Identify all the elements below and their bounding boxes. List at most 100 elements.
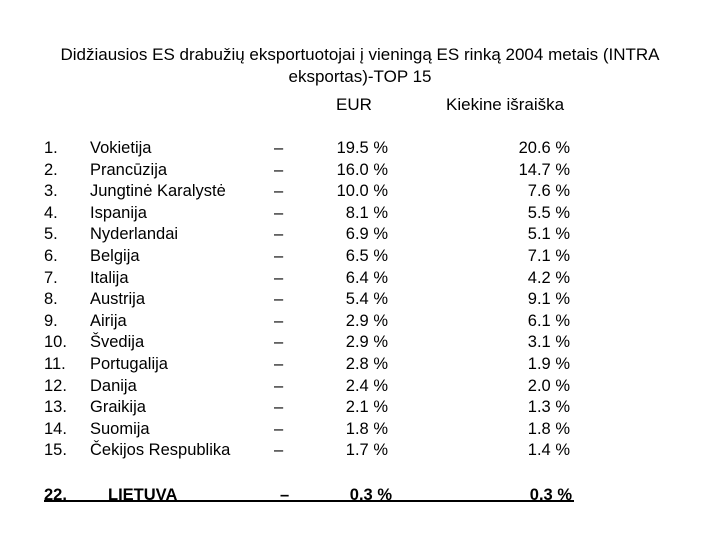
eur-share: 1.7 % xyxy=(345,441,388,460)
eur-column-header: EUR xyxy=(336,95,372,114)
country-name: Čekijos Respublika xyxy=(90,441,231,460)
eur-share: 8.1 % xyxy=(345,203,388,222)
quantity-share: 1.9 % xyxy=(527,354,570,373)
quantity-share: 2.0 % xyxy=(527,376,570,395)
dash-separator: – xyxy=(274,441,284,460)
eur-share: 2.9 % xyxy=(345,311,388,330)
country-name: Vokietija xyxy=(90,139,152,157)
quantity-share: 0.3 % xyxy=(529,486,572,504)
dash-separator: – xyxy=(280,486,290,504)
underline-divider xyxy=(44,500,574,502)
rank-number: 1. xyxy=(44,139,58,157)
lithuania-row: 22. LIETUVA – 0.3 % 0.3 % xyxy=(0,484,720,508)
dash-separator: – xyxy=(274,160,284,179)
quantity-share: 1.3 % xyxy=(527,398,570,417)
dash-separator: – xyxy=(274,398,284,417)
eur-share: 2.1 % xyxy=(345,398,388,417)
eur-share: 6.9 % xyxy=(345,225,388,244)
table-row: 14. Suomija – 1.8 % 1.8 % xyxy=(0,419,720,441)
rank-number: 13. xyxy=(44,398,67,417)
table-row: 7. Italija – 6.4 % 4.2 % xyxy=(0,268,720,290)
table-row: 13. Graikija – 2.1 % 1.3 % xyxy=(0,397,720,419)
country-name: Nyderlandai xyxy=(90,225,179,244)
rank-number: 12. xyxy=(44,376,67,395)
table-row: 2. Prancūzija – 16.0 % 14.7 % xyxy=(0,160,720,182)
dash-separator: – xyxy=(274,376,284,395)
quantity-share: 7.1 % xyxy=(527,246,570,265)
quantity-share: 7.6 % xyxy=(527,182,570,201)
country-name: Italija xyxy=(90,268,129,287)
dash-separator: – xyxy=(274,139,284,157)
rank-number: 7. xyxy=(44,268,58,287)
eur-share: 16.0 % xyxy=(336,160,388,179)
table-row: 8. Austrija – 5.4 % 9.1 % xyxy=(0,289,720,311)
eur-share: 2.9 % xyxy=(345,333,388,352)
dash-separator: – xyxy=(274,246,284,265)
quantity-share: 14.7 % xyxy=(518,160,570,179)
rank-number: 3. xyxy=(44,182,58,201)
rank-number: 4. xyxy=(44,203,58,222)
rank-number: 10. xyxy=(44,333,67,352)
rank-number: 15. xyxy=(44,441,67,460)
page-title: Didžiausios ES drabužių eksportuotojai į… xyxy=(60,45,660,86)
dash-separator: – xyxy=(274,354,284,373)
country-name: LIETUVA xyxy=(108,486,178,504)
quantity-share: 6.1 % xyxy=(527,311,570,330)
table-row: 5. Nyderlandai – 6.9 % 5.1 % xyxy=(0,224,720,246)
rank-number: 5. xyxy=(44,225,58,244)
dash-separator: – xyxy=(274,225,284,244)
country-name: Austrija xyxy=(90,290,146,309)
quantity-share: 4.2 % xyxy=(527,268,570,287)
country-name: Airija xyxy=(90,311,127,330)
table-row: 15. Čekijos Respublika – 1.7 % 1.4 % xyxy=(0,440,720,462)
quantity-share: 1.4 % xyxy=(527,441,570,460)
eur-share: 2.4 % xyxy=(345,376,388,395)
eur-share: 6.4 % xyxy=(345,268,388,287)
ranking-table: 1. Vokietija – 19.5 % 20.6 % 2. Prancūzija – 16.… xyxy=(0,138,720,462)
rank-number: 8. xyxy=(44,290,58,309)
eur-share: 1.8 % xyxy=(345,419,388,438)
country-name: Danija xyxy=(90,376,137,395)
eur-share: 5.4 % xyxy=(345,290,388,309)
table-row: 11. Portugalija – 2.8 % 1.9 % xyxy=(0,354,720,376)
country-name: Jungtinė Karalystė xyxy=(90,182,226,201)
quantity-share: 5.1 % xyxy=(527,225,570,244)
country-name: Portugalija xyxy=(90,354,168,373)
quantity-share: 9.1 % xyxy=(527,290,570,309)
country-name: Graikija xyxy=(90,398,146,417)
rank-number: 6. xyxy=(44,246,58,265)
table-row: 1. Vokietija – 19.5 % 20.6 % xyxy=(0,138,720,160)
rank-number: 11. xyxy=(44,354,66,373)
dash-separator: – xyxy=(274,268,284,287)
country-name: Ispanija xyxy=(90,203,147,222)
eur-share: 0.3 % xyxy=(349,486,392,504)
eur-share: 19.5 % xyxy=(336,139,388,157)
table-row: 10. Švedija – 2.9 % 3.1 % xyxy=(0,332,720,354)
rank-number: 2. xyxy=(44,160,58,179)
dash-separator: – xyxy=(274,182,284,201)
rank-number: 22. xyxy=(44,486,67,504)
quantity-share: 3.1 % xyxy=(527,333,570,352)
country-name: Suomija xyxy=(90,419,150,438)
table-row: 9. Airija – 2.9 % 6.1 % xyxy=(0,311,720,333)
eur-share: 6.5 % xyxy=(345,246,388,265)
country-name: Prancūzija xyxy=(90,160,168,179)
quantity-share: 5.5 % xyxy=(527,203,570,222)
dash-separator: – xyxy=(274,290,284,309)
table-row: 3. Jungtinė Karalystė – 10.0 % 7.6 % xyxy=(0,181,720,203)
quantity-share: 1.8 % xyxy=(527,419,570,438)
quantity-column-header: Kiekine išraiška xyxy=(446,95,565,114)
country-name: Švedija xyxy=(90,333,145,352)
table-row: 12. Danija – 2.4 % 2.0 % xyxy=(0,376,720,398)
country-name: Belgija xyxy=(90,246,140,265)
dash-separator: – xyxy=(274,333,284,352)
dash-separator: – xyxy=(274,419,284,438)
eur-share: 2.8 % xyxy=(345,354,388,373)
rank-number: 14. xyxy=(44,419,67,438)
quantity-share: 20.6 % xyxy=(518,139,570,157)
rank-number: 9. xyxy=(44,311,58,330)
table-row: 4. Ispanija – 8.1 % 5.5 % xyxy=(0,203,720,225)
dash-separator: – xyxy=(274,311,284,330)
dash-separator: – xyxy=(274,203,284,222)
eur-share: 10.0 % xyxy=(336,182,388,201)
